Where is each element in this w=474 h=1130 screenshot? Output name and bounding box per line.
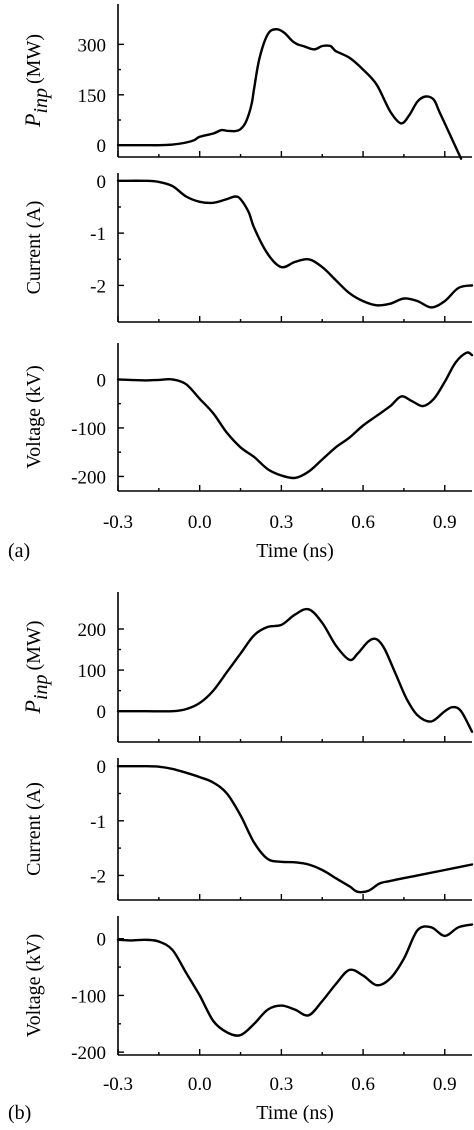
y-axis-title: Voltage (kV)	[23, 365, 45, 469]
y-tick-label: 0	[97, 757, 107, 778]
y-tick-label: 300	[78, 35, 107, 56]
y-axis-title: Current (A)	[23, 782, 45, 876]
y-tick-label: 0	[97, 702, 107, 723]
y-tick-label: -2	[90, 276, 106, 297]
x-tick-label: 0.6	[351, 512, 375, 533]
y-tick-label: -1	[90, 812, 106, 833]
y-tick-label: 0	[97, 930, 107, 951]
y-axis-title: Voltage (kV)	[23, 934, 45, 1038]
series-line	[116, 607, 474, 733]
chart-a: 300 150 0 Pinp (MW) 0 -1 -2 Current (A) 0 -100 -200…	[8, 4, 474, 562]
subplot-3: 0 -100 -200 Voltage (kV)	[23, 916, 474, 1064]
y-tick-label: -100	[71, 986, 106, 1007]
y-tick-label: -1	[90, 224, 106, 245]
y-axis-title-subscript: inp	[30, 88, 52, 114]
y-tick-label: 0	[97, 172, 107, 193]
y-tick-label: -100	[71, 419, 106, 440]
x-axis-title: Time (ns)	[256, 540, 334, 562]
x-tick-label: -0.3	[103, 512, 133, 533]
y-tick-label: 100	[78, 661, 107, 682]
y-tick-label: 150	[78, 86, 107, 107]
chart-b: 200 100 0 Pinp (MW) 0 -1 -2 Current (A) 0 -100 -200…	[8, 592, 474, 1124]
x-tick-label: 0.0	[188, 512, 212, 533]
panel-label: (b)	[8, 1102, 31, 1124]
series-line	[116, 27, 463, 160]
y-tick-label: 0	[97, 136, 107, 157]
subplot-1: 200 100 0 Pinp (MW)	[20, 592, 474, 743]
x-tick-label: 0.6	[351, 1074, 375, 1095]
series-line	[116, 179, 474, 309]
subplot-2: 0 -1 -2 Current (A)	[23, 172, 474, 323]
y-axis-title: Pinp (MW)	[20, 621, 52, 715]
y-tick-label: 0	[97, 370, 107, 391]
subplot-3: 0 -100 -200 Voltage (kV)	[23, 343, 474, 492]
x-tick-label: 0.3	[270, 1074, 294, 1095]
y-axis-title-subscript: inp	[30, 674, 52, 700]
series-line	[116, 351, 474, 480]
x-axis-title: Time (ns)	[256, 1102, 334, 1124]
subplot-2: 0 -1 -2 Current (A)	[23, 757, 474, 901]
panel-label: (a)	[8, 540, 30, 562]
y-axis-title: Pinp (MW)	[20, 34, 52, 128]
y-tick-label: -2	[90, 866, 106, 887]
x-tick-label: 0.9	[433, 1074, 457, 1095]
y-axis-title: Current (A)	[23, 201, 45, 295]
y-tick-label: -200	[71, 1043, 106, 1064]
series-line	[116, 764, 474, 894]
x-tick-label: 0.9	[433, 512, 457, 533]
x-tick-label: -0.3	[103, 1074, 133, 1095]
x-tick-label: 0.0	[188, 1074, 212, 1095]
x-tick-label: 0.3	[270, 512, 294, 533]
y-tick-label: -200	[71, 467, 106, 488]
series-line	[116, 923, 474, 1037]
y-axis-title-unit: (MW)	[23, 34, 45, 84]
subplot-1: 300 150 0 Pinp (MW)	[20, 4, 472, 160]
y-axis-title-symbol: P	[20, 114, 45, 128]
y-axis-title-unit: (MW)	[23, 621, 45, 671]
y-tick-label: 200	[78, 620, 107, 641]
y-axis-title-symbol: P	[20, 700, 45, 714]
